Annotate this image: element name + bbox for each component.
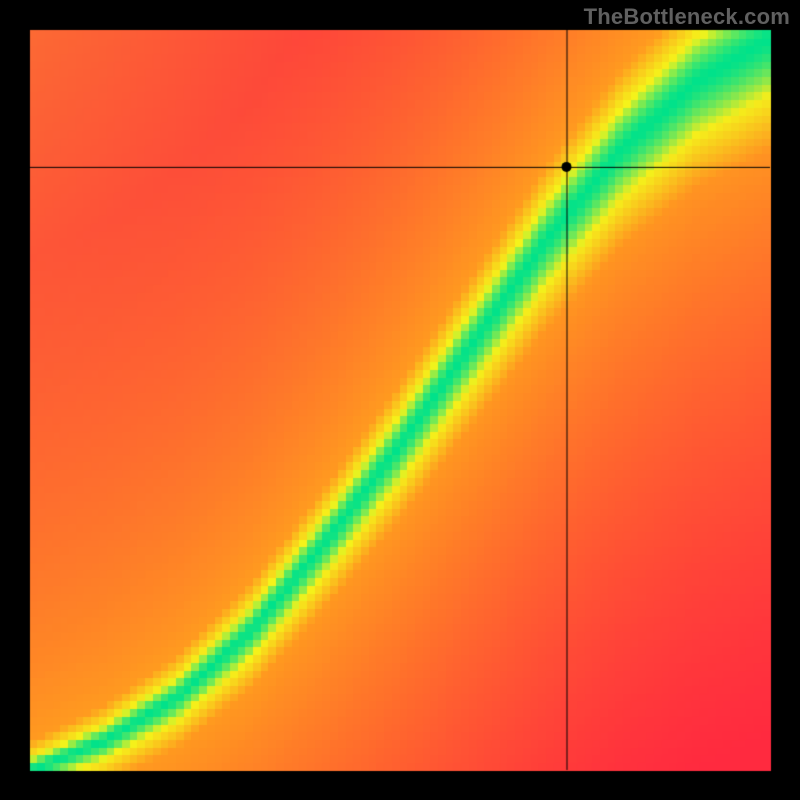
bottleneck-heatmap [0,0,800,800]
chart-container: TheBottleneck.com [0,0,800,800]
watermark-text: TheBottleneck.com [584,4,790,30]
